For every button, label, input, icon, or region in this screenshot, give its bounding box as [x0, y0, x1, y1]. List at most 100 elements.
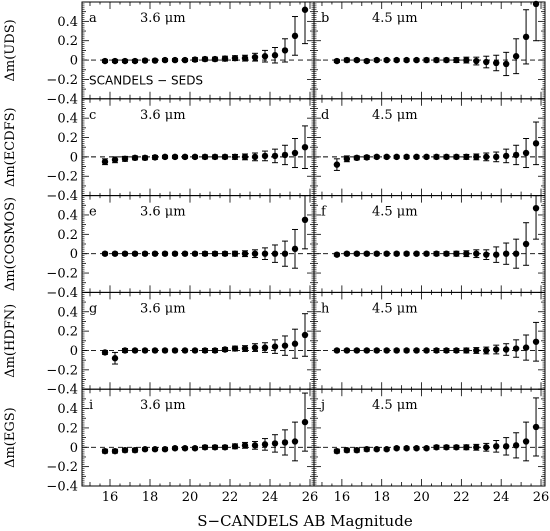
data-point: [191, 250, 199, 257]
data-point: [403, 445, 410, 452]
panel-band-label: 4.5 μm: [372, 205, 418, 220]
data-point: [261, 250, 269, 257]
y-tick-label: 0.4: [57, 112, 78, 127]
data-point: [343, 56, 351, 64]
data-point: [343, 250, 351, 257]
panel-grid: Δm(UDS) −0.4 −0.2 0 0.2 0.4 a 3.6 μm SCANDELS − …: [3, 0, 549, 505]
data-point: [532, 204, 540, 212]
data-point: [383, 56, 390, 64]
data-point: [453, 347, 460, 354]
data-point: [453, 444, 460, 451]
panel-frame: [313, 195, 546, 293]
y-axis-label: Δm(ECDFS): [3, 107, 18, 187]
panel: −0.4 −0.2 0 0.2 0.4 c 3.6 μm: [46, 98, 315, 204]
data-point: [101, 250, 109, 257]
data-point: [413, 445, 420, 452]
y-tick-label: −0.2: [46, 170, 78, 185]
x-tick-label: 24: [493, 490, 510, 505]
y-tick-label: 0.2: [57, 34, 78, 49]
data-point: [532, 423, 540, 431]
panel-row: Δm(ECDFS) −0.4 −0.2 0 0.2 0.4 c 3.6 μm d 4.5 μm: [3, 98, 546, 204]
panel-band-label: 3.6 μm: [140, 301, 186, 316]
panel: −0.4 −0.2 0 0.2 0.4 e 3.6 μm: [46, 195, 315, 301]
data-point: [291, 32, 299, 40]
panel: −0.4 −0.2 0 0.2 0.4 i 3.6 μm 16 18 20 22 24 26: [46, 388, 319, 505]
data-point: [333, 251, 341, 258]
y-tick-label: 0.4: [57, 402, 78, 417]
data-point: [221, 250, 229, 257]
y-tick-label: 0: [70, 344, 78, 359]
data-point: [453, 250, 460, 257]
data-point: [373, 446, 380, 453]
data-point: [221, 153, 229, 161]
data-point: [512, 53, 520, 60]
data-point: [453, 56, 460, 64]
data-point: [151, 446, 159, 453]
y-axis-label: Δm(HDFN): [3, 304, 18, 378]
data-point: [131, 250, 139, 257]
data-point: [512, 345, 520, 352]
panel-letter: g: [89, 301, 97, 316]
y-tick-label: 0.2: [57, 228, 78, 243]
data-point: [131, 347, 139, 354]
data-point: [413, 153, 420, 161]
data-point: [271, 343, 279, 350]
data-point: [191, 445, 199, 452]
data-point: [101, 349, 109, 356]
data-point: [241, 442, 249, 449]
x-axis-label: S−CANDELS AB Magnitude: [197, 512, 413, 530]
data-point: [333, 447, 341, 455]
panel: −0.4 −0.2 0 0.2 0.4 g 3.6 μm: [46, 291, 315, 398]
data-point: [211, 250, 219, 257]
data-point: [502, 443, 510, 450]
data-point: [403, 347, 410, 354]
data-point: [271, 52, 279, 59]
data-point: [483, 58, 490, 66]
panel-band-label: 4.5 μm: [372, 108, 418, 123]
x-tick-label: 26: [302, 490, 319, 505]
data-point: [333, 161, 341, 168]
y-tick-label: −0.2: [46, 73, 78, 88]
data-point: [502, 60, 510, 68]
x-tick-label: 22: [453, 490, 470, 505]
data-point: [121, 155, 129, 163]
x-tick-label: 20: [182, 490, 199, 505]
data-point: [423, 250, 430, 257]
data-point: [423, 56, 430, 64]
data-point: [121, 347, 129, 354]
data-point: [443, 56, 450, 64]
data-point: [121, 57, 129, 65]
panel-frame: [81, 291, 315, 390]
data-point: [271, 250, 279, 257]
data-point: [101, 447, 109, 455]
data-point: [343, 446, 351, 454]
data-point: [141, 250, 149, 257]
data-point: [473, 153, 480, 161]
data-point: [383, 153, 390, 161]
data-point: [463, 250, 470, 257]
data-point: [363, 250, 370, 257]
panel-letter: f: [321, 205, 327, 220]
panel-row: Δm(EGS) −0.4 −0.2 0 0.2 0.4 i 3.6 μm 16 18 20 22 24 2…: [3, 388, 549, 505]
panel-frame: [313, 291, 546, 390]
panel-letter: e: [89, 205, 97, 220]
panel-frame: [313, 388, 546, 487]
data-point: [101, 158, 109, 165]
data-point: [403, 153, 410, 161]
data-point: [343, 155, 351, 163]
y-tick-label: 0: [70, 441, 78, 456]
y-tick-label: −0.4: [46, 383, 78, 398]
data-point: [483, 251, 490, 258]
panel-row: Δm(COSMOS) −0.4 −0.2 0 0.2 0.4 e 3.6 μm f 4.5 μm: [3, 195, 546, 301]
y-tick-label: 0.4: [57, 208, 78, 223]
data-point: [151, 57, 159, 64]
data-point: [201, 347, 209, 354]
data-point: [463, 153, 470, 161]
data-point: [502, 346, 510, 353]
data-point: [522, 438, 530, 445]
panel-letter: j: [319, 398, 325, 413]
data-point: [181, 445, 189, 452]
data-point: [171, 56, 179, 64]
data-point: [493, 153, 500, 161]
